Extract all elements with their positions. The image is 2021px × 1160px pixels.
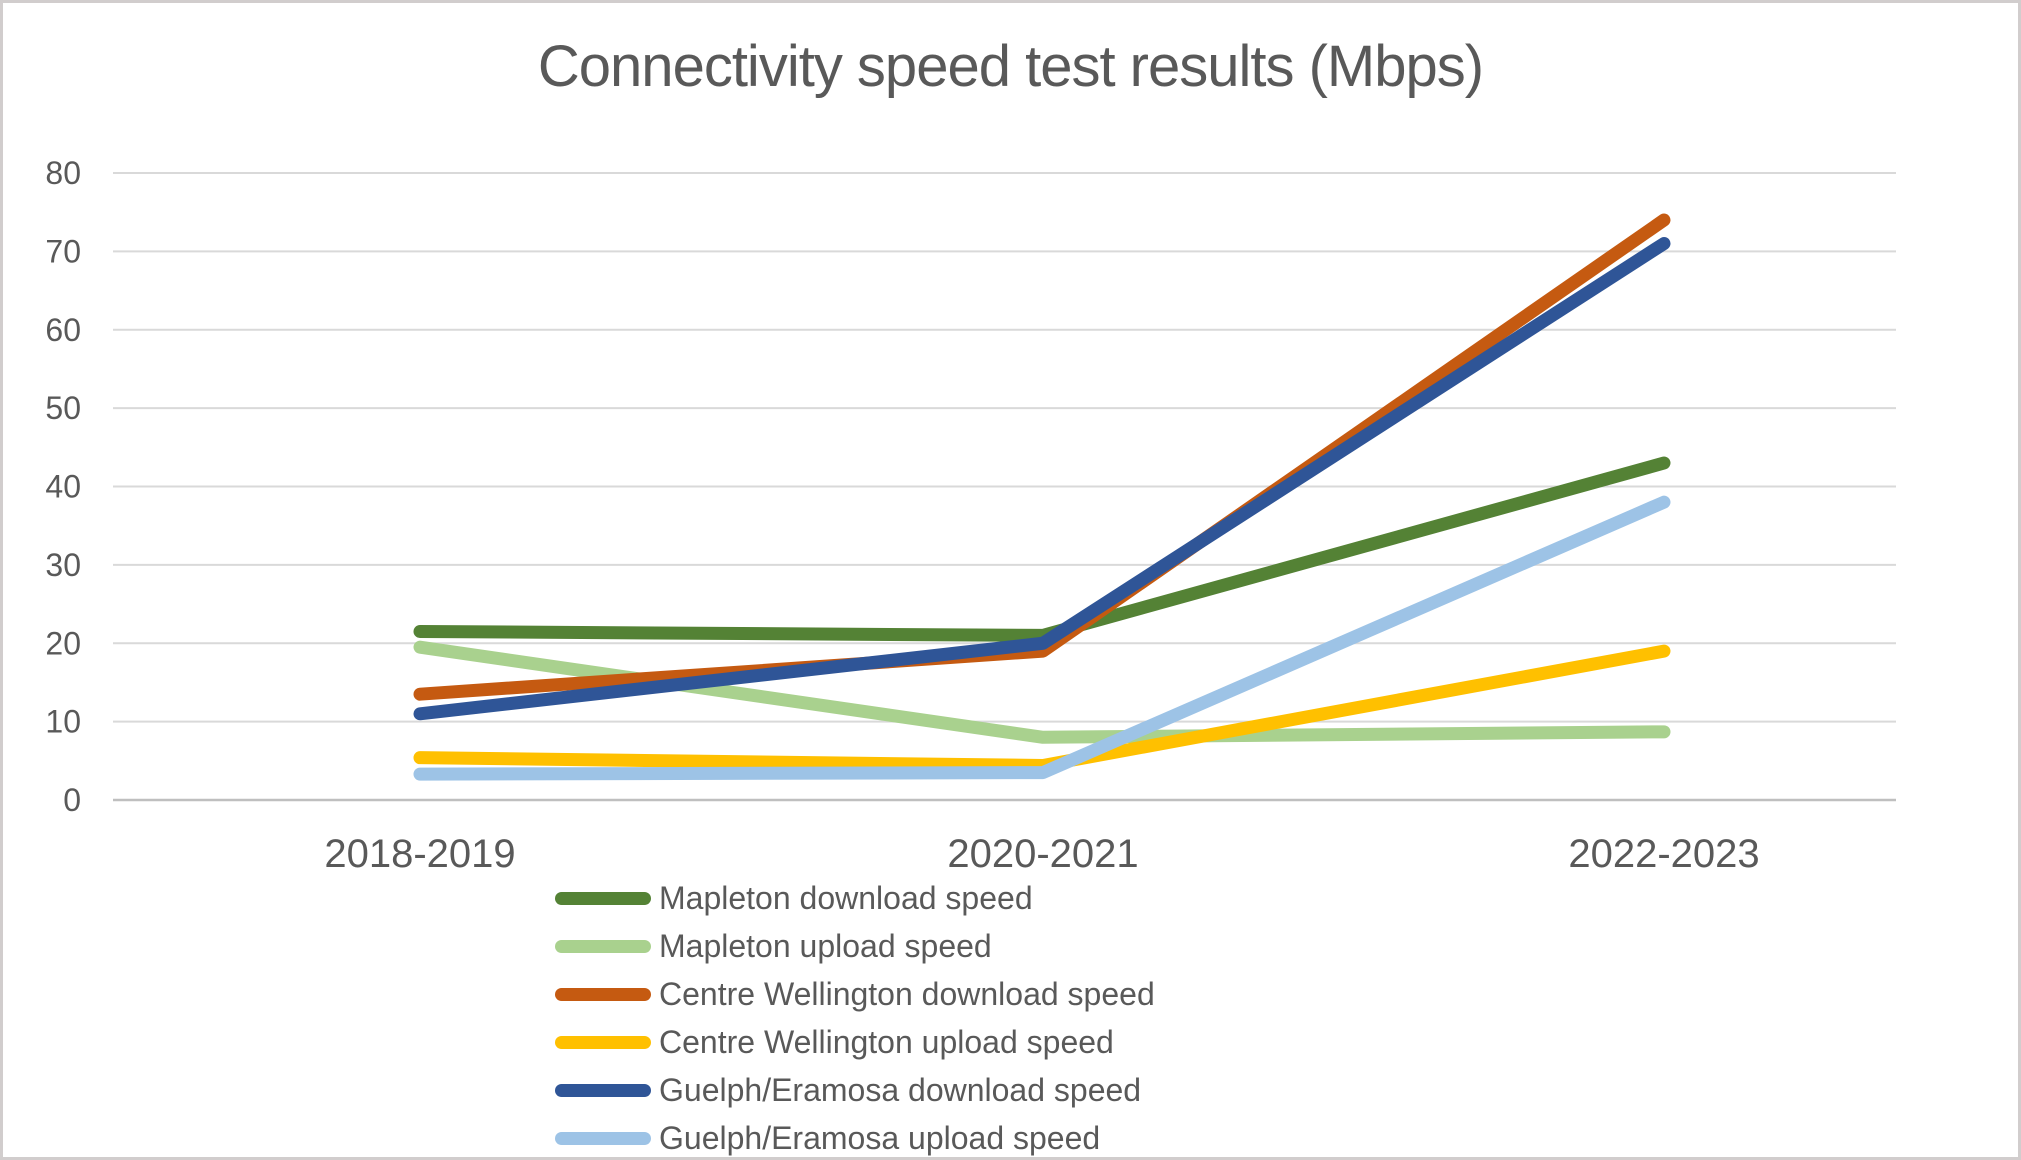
y-tick-label: 60 — [45, 312, 81, 348]
legend-item: Guelph/Eramosa upload speed — [555, 1114, 1155, 1157]
y-tick-label: 30 — [45, 547, 81, 583]
legend-item: Mapleton upload speed — [555, 922, 1155, 970]
x-category-label: 2022-2023 — [1568, 832, 1759, 876]
legend-item: Mapleton download speed — [555, 874, 1155, 922]
legend-label: Centre Wellington upload speed — [659, 1023, 1114, 1060]
x-category-label: 2018-2019 — [324, 832, 515, 876]
y-tick-label: 50 — [45, 390, 81, 426]
legend-swatch — [555, 987, 651, 1001]
legend-item: Centre Wellington upload speed — [555, 1018, 1155, 1066]
legend-item: Guelph/Eramosa download speed — [555, 1066, 1155, 1114]
y-tick-label: 0 — [63, 782, 81, 818]
x-category-label: 2020-2021 — [947, 832, 1138, 876]
legend-swatch — [555, 1083, 651, 1097]
series-line — [413, 456, 1671, 642]
legend-label: Guelph/Eramosa upload speed — [659, 1119, 1101, 1156]
legend-swatch — [555, 891, 651, 905]
legend-label: Mapleton upload speed — [659, 927, 992, 964]
series-line — [413, 237, 1671, 721]
legend-label: Guelph/Eramosa download speed — [659, 1071, 1142, 1108]
legend-swatch — [555, 939, 651, 953]
chart-title: Connectivity speed test results (Mbps) — [537, 34, 1484, 99]
y-tick-label: 20 — [45, 625, 81, 661]
legend-label: Mapleton download speed — [659, 879, 1033, 916]
legend-label: Centre Wellington download speed — [659, 975, 1155, 1012]
y-tick-label: 10 — [45, 704, 81, 740]
y-tick-label: 70 — [45, 233, 81, 269]
y-tick-label: 80 — [45, 155, 81, 191]
series-line — [413, 495, 1671, 781]
y-tick-label: 40 — [45, 469, 81, 505]
legend-item: Centre Wellington download speed — [555, 970, 1155, 1018]
legend-swatch — [555, 1035, 651, 1049]
plot-area: 0 10 20 30 40 50 60 70 80 2018-2019 2020-2021 2022-… — [45, 155, 1896, 876]
legend-swatch — [555, 1131, 651, 1145]
series-line — [413, 213, 1671, 701]
legend: Mapleton download speed Mapleton upload s… — [555, 874, 1155, 1157]
